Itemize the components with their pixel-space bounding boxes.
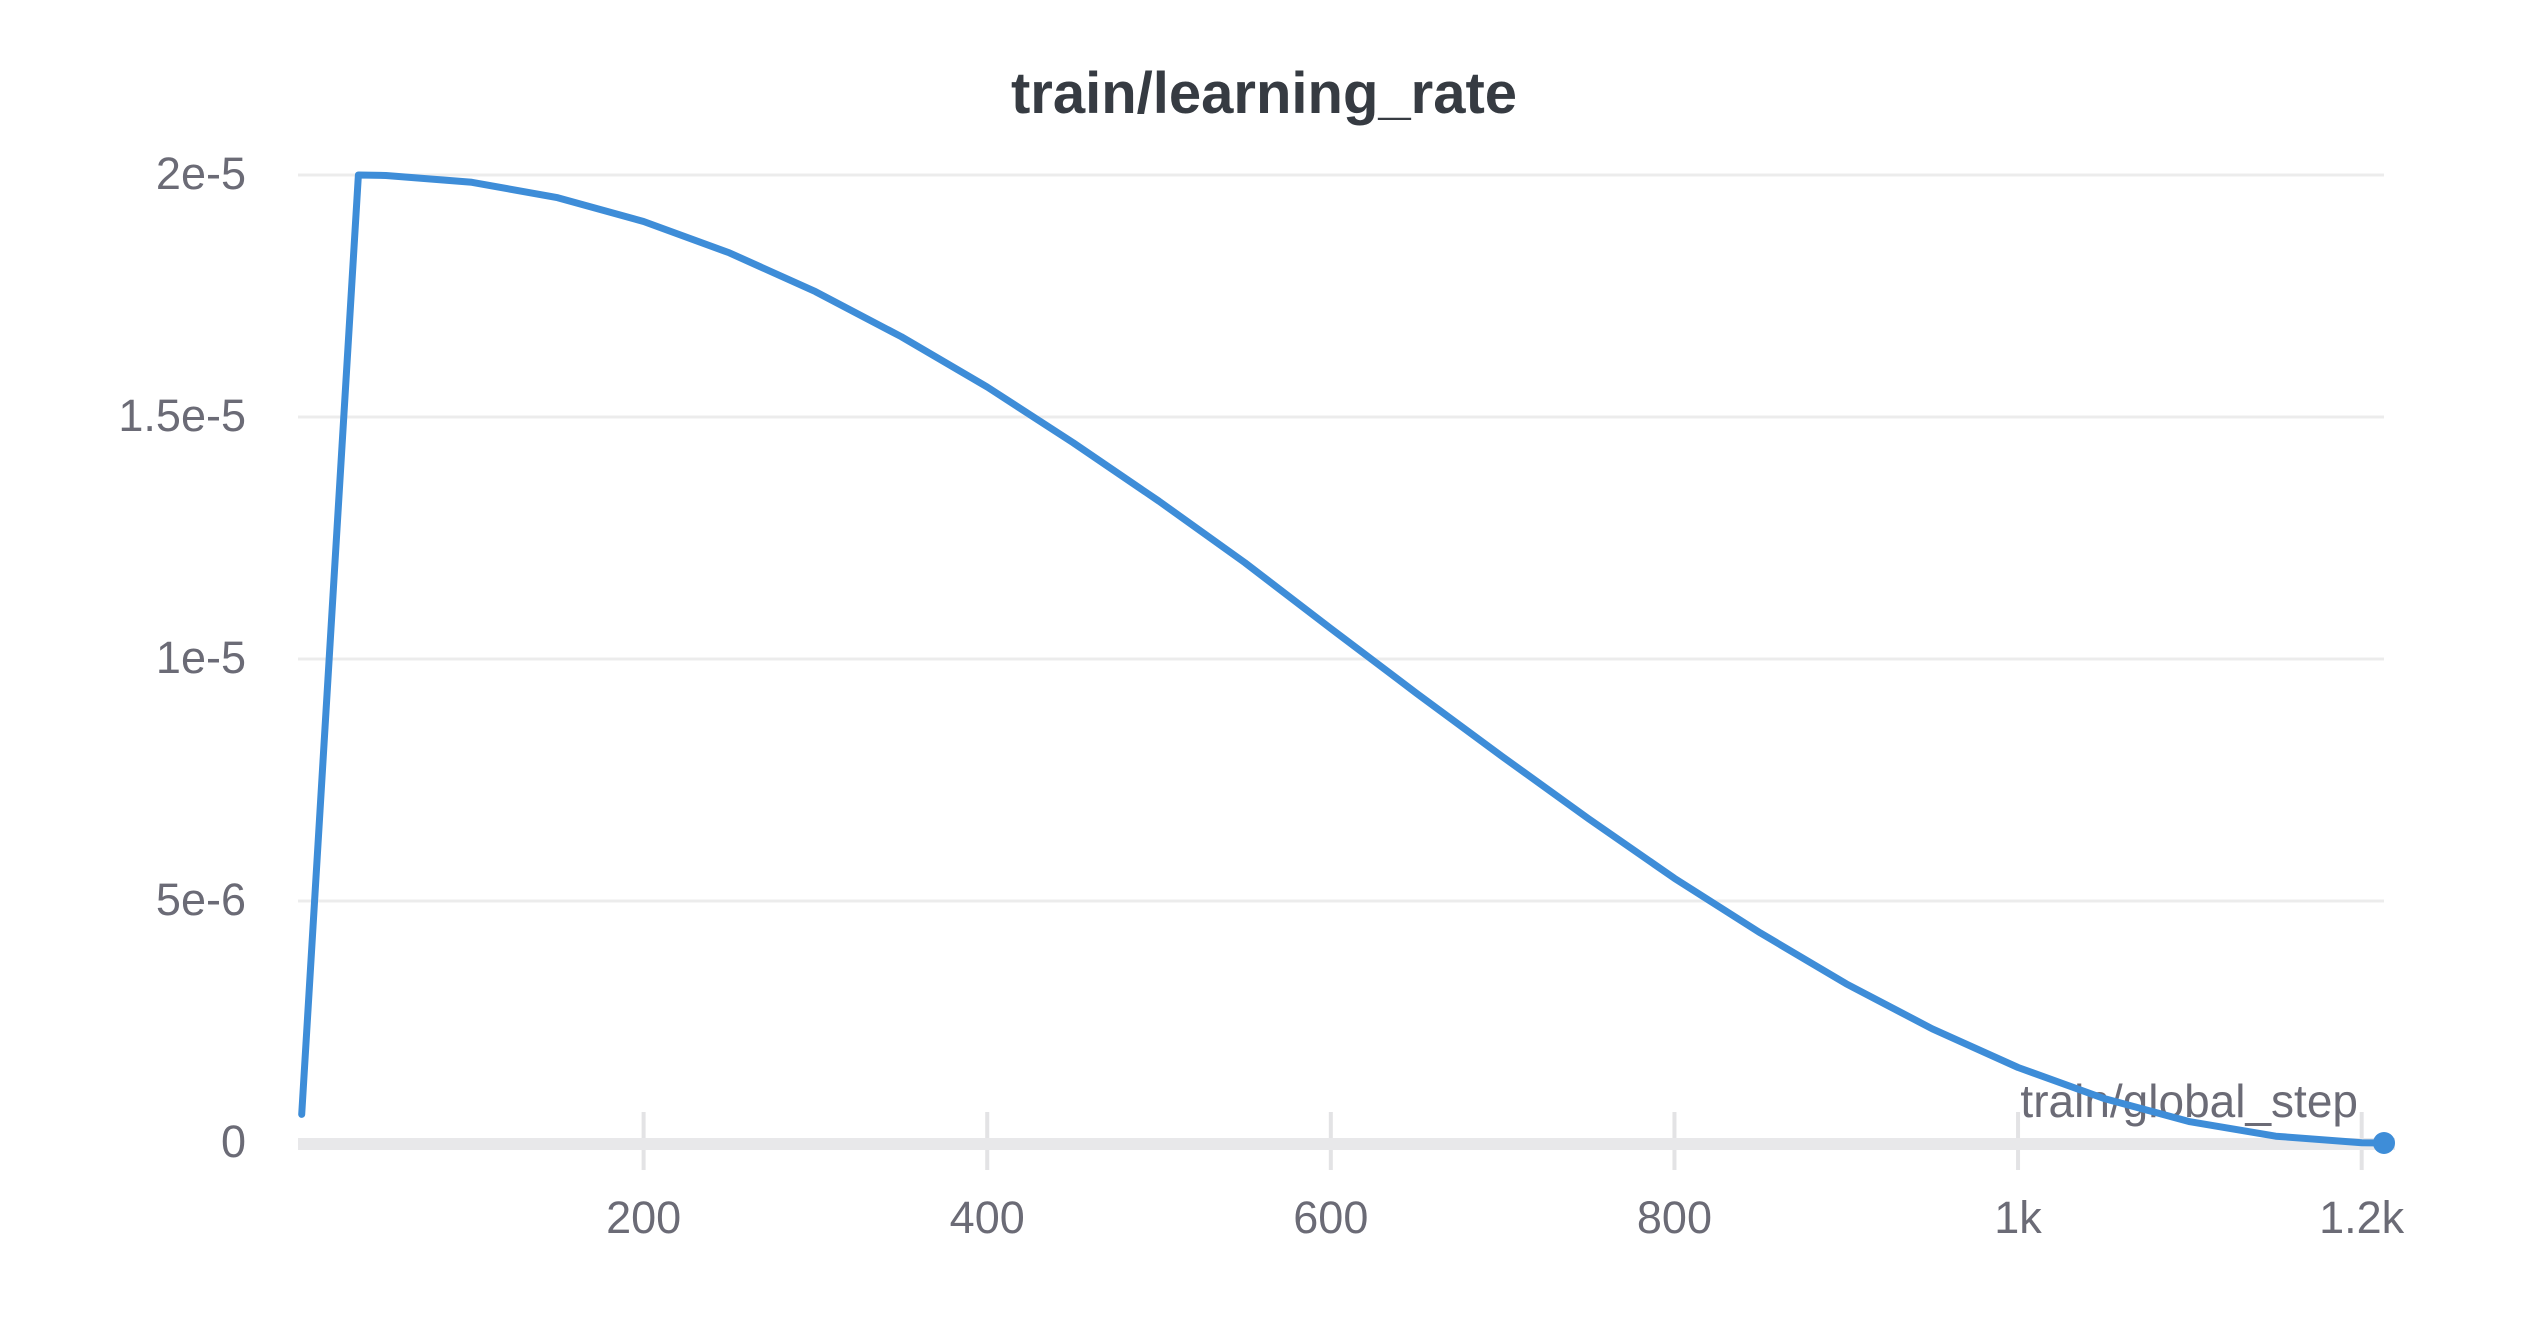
x-tick-label: 200	[606, 1192, 682, 1243]
y-tick-label: 1e-5	[155, 631, 246, 683]
x-axis-line	[298, 1138, 2395, 1150]
y-tick-label: 2e-5	[155, 147, 246, 199]
learning-rate-line	[298, 171, 2388, 1147]
y-tick-label: 0	[220, 1115, 246, 1167]
x-tick-label: 400	[949, 1192, 1025, 1243]
y-tick-label: 5e-6	[155, 873, 246, 925]
x-tick-label: 800	[1636, 1192, 1712, 1243]
latest-point-marker	[2373, 1132, 2395, 1154]
x-tick-label: 1.2k	[2319, 1192, 2405, 1243]
x-tick-label: 600	[1293, 1192, 1369, 1243]
chart-title: train/learning_rate	[1010, 61, 1518, 126]
x-tick-label: 1k	[1994, 1192, 2042, 1243]
y-tick-label: 1.5e-5	[118, 389, 246, 441]
